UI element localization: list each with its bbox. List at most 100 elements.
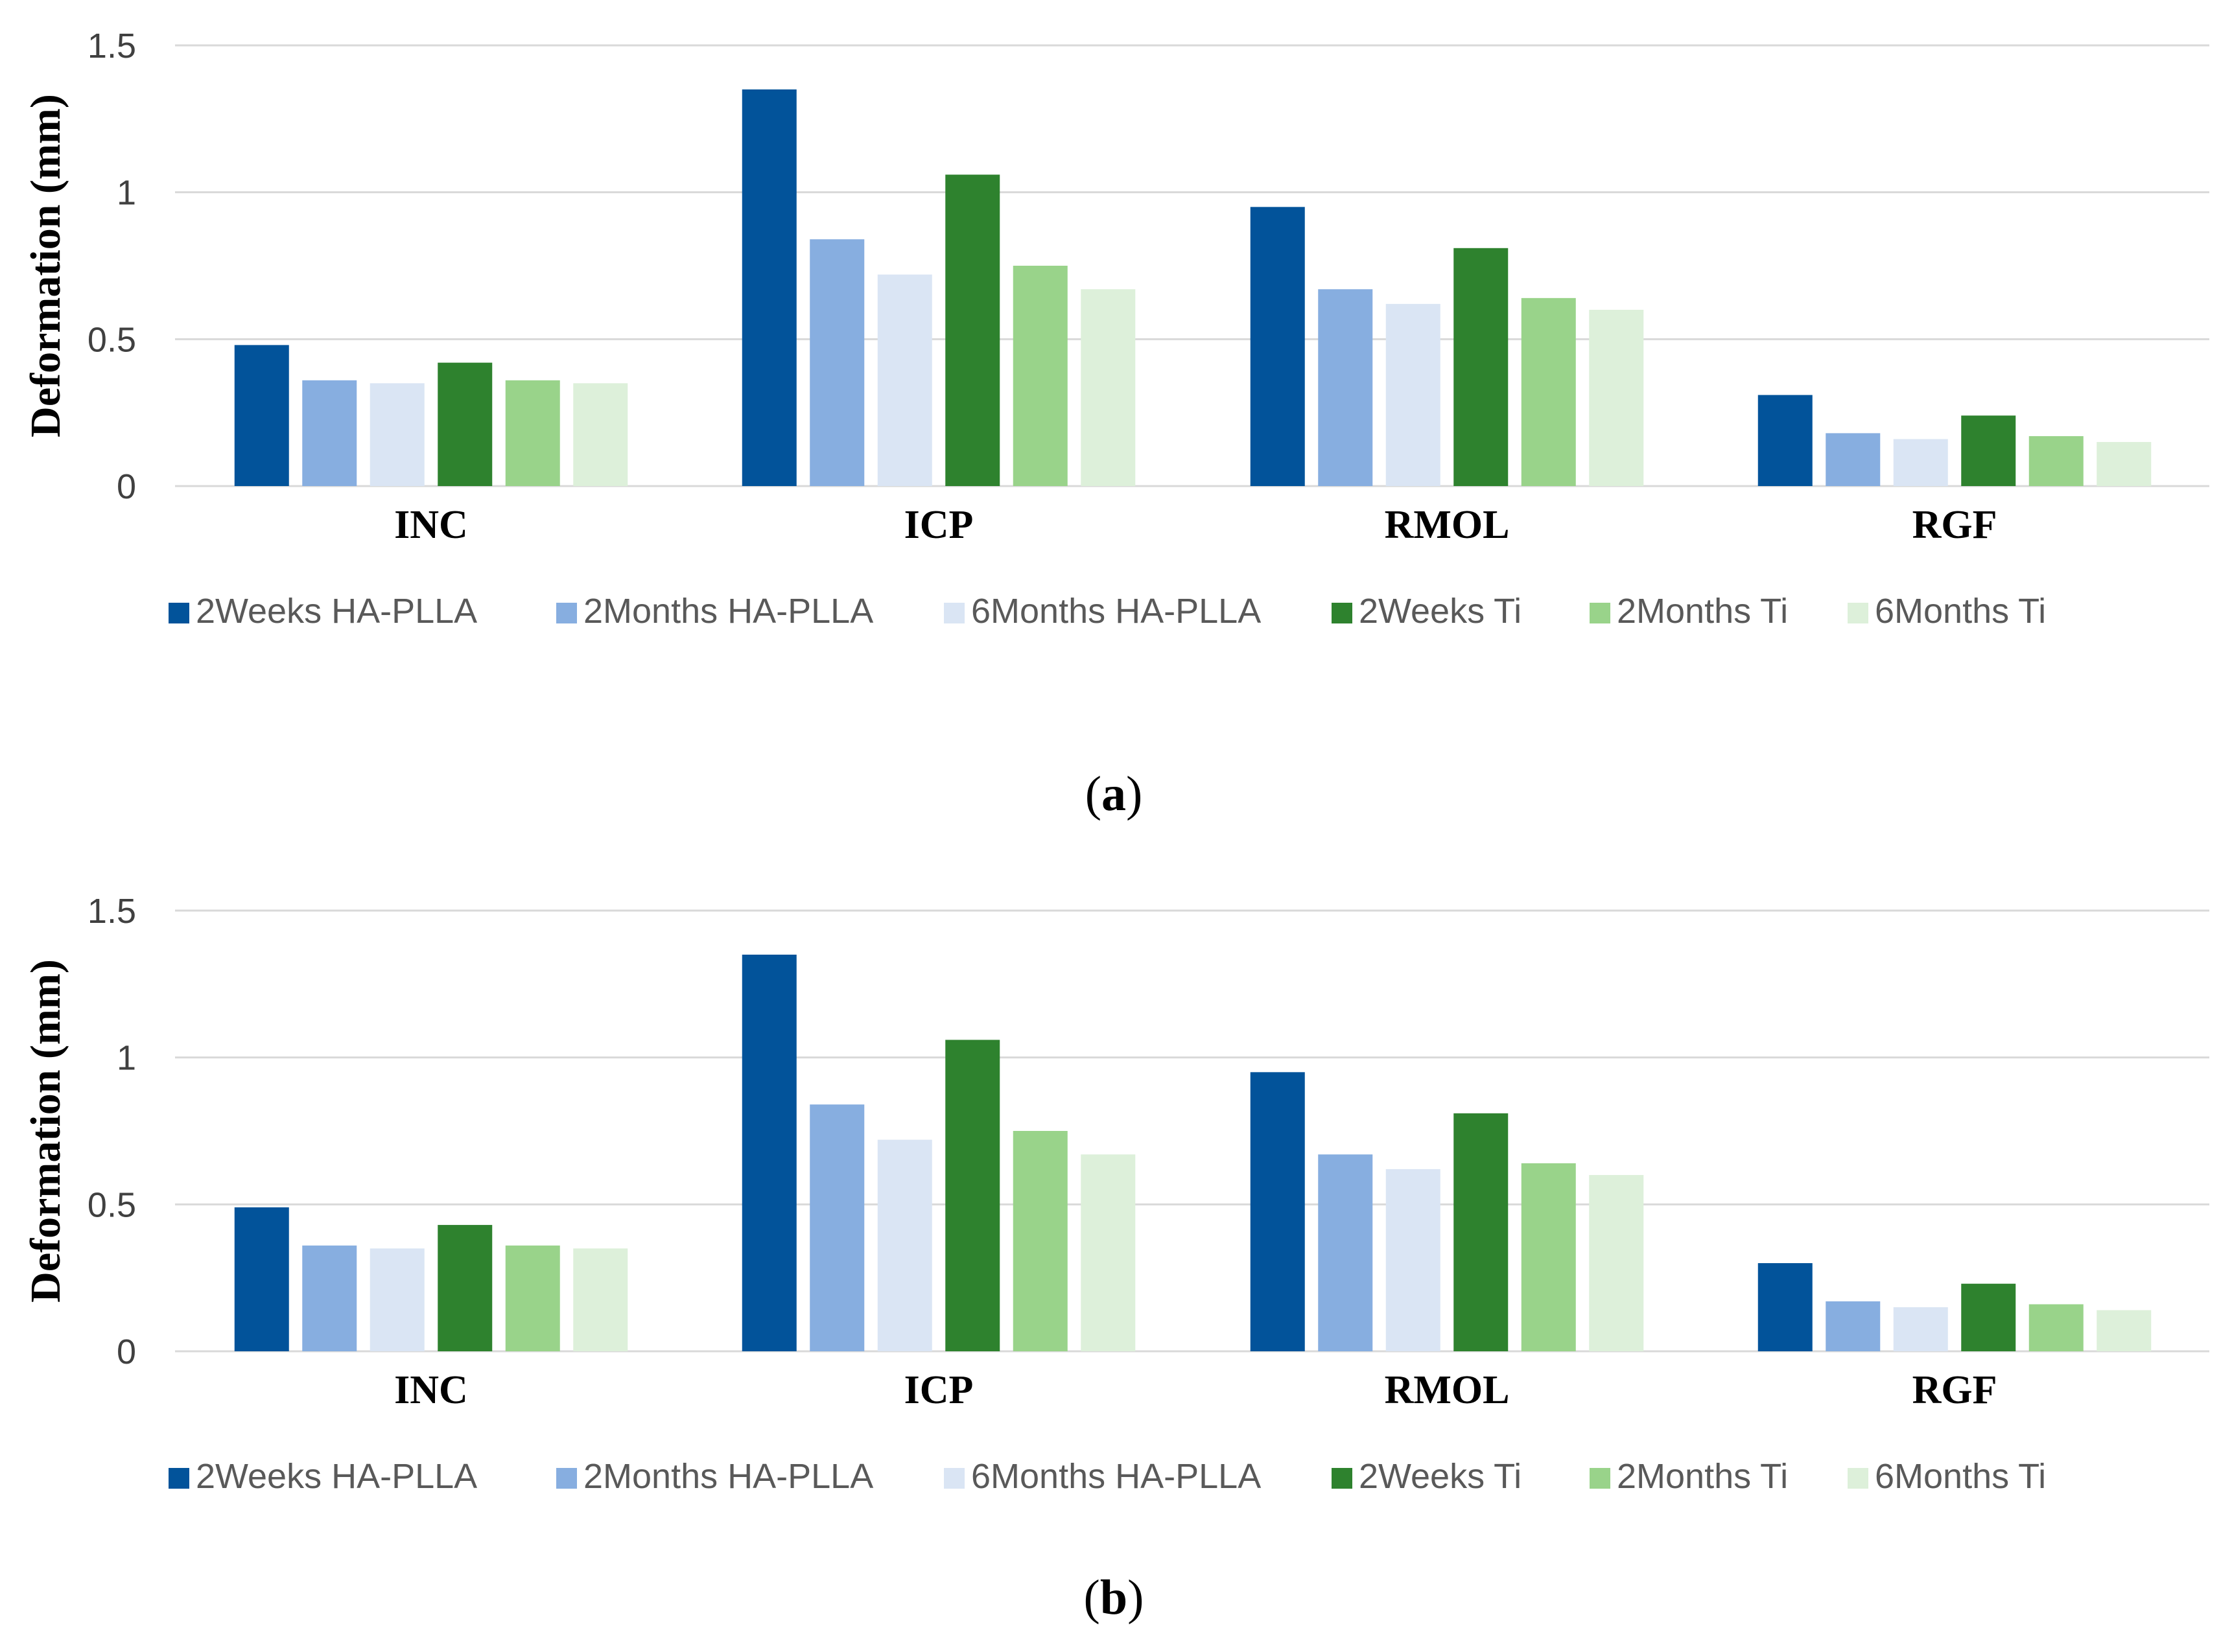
bar-rmol-series-1 — [1250, 207, 1305, 486]
caption-close-paren: ) — [1126, 767, 1142, 821]
bar-rgf-series-3 — [1893, 439, 1948, 486]
y-tick-label: 0 — [117, 467, 136, 506]
caption-open-paren: ( — [1085, 767, 1101, 821]
bar-icp-series-1 — [742, 955, 797, 1351]
bar-icp-series-4 — [945, 1040, 1000, 1351]
bar-rmol-series-4 — [1453, 248, 1509, 486]
y-tick-label: 1 — [117, 174, 136, 213]
bar-icp-series-3 — [877, 1139, 932, 1351]
bar-rgf-series-6 — [2097, 442, 2152, 486]
bar-inc-series-2 — [302, 380, 357, 486]
bar-icp-series-5 — [1013, 1131, 1068, 1351]
panel-caption: (b) — [1084, 1570, 1144, 1625]
y-axis-label: Deformation (mm) — [22, 94, 69, 437]
bar-inc-series-4 — [438, 362, 493, 486]
y-tick-label: 1.5 — [88, 892, 136, 931]
legend-label: 2Months Ti — [1617, 1457, 1788, 1496]
legend-label: 2Weeks HA-PLLA — [196, 592, 477, 631]
legend-label: 6Months HA-PLLA — [971, 592, 1261, 631]
x-category-label: RMOL — [1385, 1368, 1510, 1412]
y-tick-label: 0.5 — [88, 1185, 136, 1224]
bar-inc-series-4 — [438, 1225, 493, 1351]
bar-rmol-series-3 — [1385, 303, 1440, 486]
legend-swatch — [944, 603, 965, 623]
x-category-label: RMOL — [1385, 503, 1510, 547]
bar-rgf-series-2 — [1826, 433, 1881, 486]
bar-rgf-series-1 — [1757, 1263, 1813, 1351]
bar-rmol-series-4 — [1453, 1113, 1509, 1351]
legend-swatch — [1590, 1468, 1610, 1489]
x-category-label: ICP — [904, 503, 974, 547]
y-tick-label: 1.5 — [88, 27, 136, 65]
bar-inc-series-1 — [234, 1207, 289, 1351]
bar-rgf-series-2 — [1826, 1301, 1881, 1351]
legend-label: 2Weeks HA-PLLA — [196, 1457, 477, 1496]
bar-rmol-series-2 — [1318, 289, 1373, 486]
bar-rmol-series-5 — [1521, 1163, 1576, 1351]
bar-inc-series-3 — [370, 1248, 425, 1351]
x-category-label: ICP — [904, 1368, 974, 1412]
y-tick-label: 1 — [117, 1039, 136, 1078]
bar-rmol-series-5 — [1521, 297, 1576, 486]
x-category-label: INC — [394, 1368, 468, 1412]
legend: 2Weeks HA-PLLA 2Months HA-PLLA 6Months HA-… — [169, 1457, 2046, 1496]
y-axis-label: Deformation (mm) — [22, 959, 69, 1303]
legend-swatch — [556, 603, 577, 623]
legend-swatch — [169, 603, 189, 623]
bar-rmol-series-6 — [1589, 310, 1644, 486]
bar-inc-series-3 — [370, 383, 425, 486]
bar-rgf-series-5 — [2028, 436, 2084, 486]
bar-rmol-series-6 — [1589, 1175, 1644, 1351]
legend-label: 6Months HA-PLLA — [971, 1457, 1261, 1496]
legend-label: 2Months Ti — [1617, 592, 1788, 631]
chart-panel-b: 0 0.5 1 1.5 Deformation (mm) INC ICP RMOL RGF 2We… — [22, 892, 2209, 1625]
bar-icp-series-5 — [1013, 266, 1068, 486]
bar-icp-series-1 — [742, 89, 797, 486]
bar-inc-series-5 — [505, 1245, 560, 1351]
bar-inc-series-2 — [302, 1245, 357, 1351]
caption-letter: b — [1100, 1570, 1127, 1625]
bar-rgf-series-1 — [1757, 395, 1813, 486]
bar-icp-series-3 — [877, 274, 932, 486]
chart-panel-a: 0 0.5 1 1.5 Deformation (mm) INC ICP RMOL RGF 2We… — [22, 27, 2209, 821]
x-category-label: RGF — [1912, 503, 1997, 547]
bar-rmol-series-1 — [1250, 1072, 1305, 1351]
bar-rgf-series-6 — [2097, 1310, 2152, 1351]
bar-icp-series-6 — [1081, 1154, 1136, 1351]
legend-label: 2Weeks Ti — [1359, 1457, 1522, 1496]
bar-icp-series-4 — [945, 174, 1000, 486]
bar-rgf-series-4 — [1961, 415, 2016, 486]
caption-close-paren: ) — [1127, 1570, 1144, 1625]
bar-inc-series-6 — [573, 1248, 628, 1351]
legend-swatch — [1332, 603, 1352, 623]
bar-icp-series-2 — [810, 1104, 865, 1351]
x-category-label: INC — [394, 503, 468, 547]
legend-swatch — [1848, 603, 1868, 623]
caption-letter: a — [1101, 767, 1126, 821]
y-tick-label: 0.5 — [88, 320, 136, 359]
bar-icp-series-2 — [810, 239, 865, 486]
legend-swatch — [1848, 1468, 1868, 1489]
x-category-label: RGF — [1912, 1368, 1997, 1412]
bar-rmol-series-2 — [1318, 1154, 1373, 1351]
bar-rgf-series-3 — [1893, 1307, 1948, 1351]
bar-rmol-series-3 — [1385, 1169, 1440, 1351]
legend-label: 6Months Ti — [1875, 1457, 2046, 1496]
y-tick-label: 0 — [117, 1332, 136, 1371]
caption-open-paren: ( — [1084, 1570, 1100, 1625]
legend: 2Weeks HA-PLLA 2Months HA-PLLA 6Months HA-… — [169, 592, 2046, 631]
panel-caption: (a) — [1085, 767, 1143, 821]
bar-rgf-series-4 — [1961, 1283, 2016, 1351]
legend-label: 6Months Ti — [1875, 592, 2046, 631]
bar-rgf-series-5 — [2028, 1304, 2084, 1351]
legend-swatch — [1332, 1468, 1352, 1489]
legend-swatch — [1590, 603, 1610, 623]
legend-swatch — [944, 1468, 965, 1489]
legend-label: 2Months HA-PLLA — [583, 1457, 873, 1496]
legend-label: 2Months HA-PLLA — [583, 592, 873, 631]
bar-inc-series-5 — [505, 380, 560, 486]
bar-icp-series-6 — [1081, 289, 1136, 486]
legend-swatch — [169, 1468, 189, 1489]
bar-inc-series-6 — [573, 383, 628, 486]
